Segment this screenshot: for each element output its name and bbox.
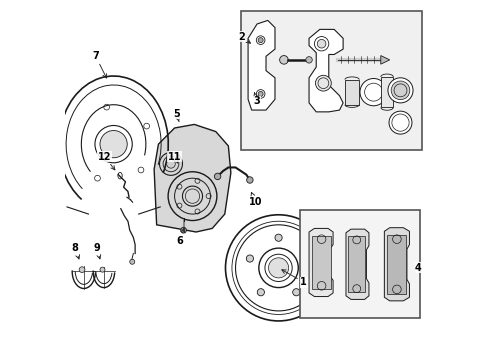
Polygon shape xyxy=(154,125,230,232)
Circle shape xyxy=(388,111,411,134)
Polygon shape xyxy=(308,228,332,297)
Polygon shape xyxy=(380,55,389,64)
Polygon shape xyxy=(348,236,365,292)
Circle shape xyxy=(257,289,264,296)
Circle shape xyxy=(246,177,253,183)
Text: 10: 10 xyxy=(248,193,262,207)
Text: 4: 4 xyxy=(414,263,421,273)
Text: 1: 1 xyxy=(281,270,306,287)
Circle shape xyxy=(390,81,409,100)
Polygon shape xyxy=(247,21,274,110)
Polygon shape xyxy=(308,30,343,112)
Circle shape xyxy=(258,38,263,42)
Circle shape xyxy=(246,255,253,262)
Polygon shape xyxy=(311,235,330,289)
Circle shape xyxy=(166,159,175,168)
Text: 5: 5 xyxy=(173,109,180,122)
Circle shape xyxy=(258,91,263,96)
Circle shape xyxy=(185,189,199,203)
Circle shape xyxy=(79,267,85,273)
Text: 9: 9 xyxy=(93,243,101,259)
Circle shape xyxy=(180,227,186,233)
Text: 3: 3 xyxy=(253,93,260,106)
Circle shape xyxy=(305,57,312,63)
Bar xyxy=(300,211,419,318)
Bar xyxy=(241,12,421,149)
Text: 11: 11 xyxy=(167,152,181,163)
Circle shape xyxy=(268,258,288,278)
Circle shape xyxy=(317,40,325,48)
Circle shape xyxy=(274,234,282,241)
Text: 2: 2 xyxy=(238,32,250,43)
Circle shape xyxy=(315,75,330,91)
Text: 8: 8 xyxy=(72,243,80,259)
Circle shape xyxy=(100,267,105,272)
Circle shape xyxy=(214,173,221,180)
Polygon shape xyxy=(384,228,408,301)
Circle shape xyxy=(292,289,299,296)
Circle shape xyxy=(359,78,386,106)
Text: 6: 6 xyxy=(176,228,184,246)
Text: 7: 7 xyxy=(92,51,106,78)
Bar xyxy=(344,80,359,105)
Circle shape xyxy=(129,259,135,264)
Circle shape xyxy=(100,131,127,158)
Circle shape xyxy=(387,78,412,103)
Circle shape xyxy=(303,255,310,262)
Text: 12: 12 xyxy=(98,152,115,170)
Polygon shape xyxy=(386,235,405,294)
Polygon shape xyxy=(346,229,368,300)
Bar xyxy=(380,77,392,107)
Circle shape xyxy=(279,55,287,64)
